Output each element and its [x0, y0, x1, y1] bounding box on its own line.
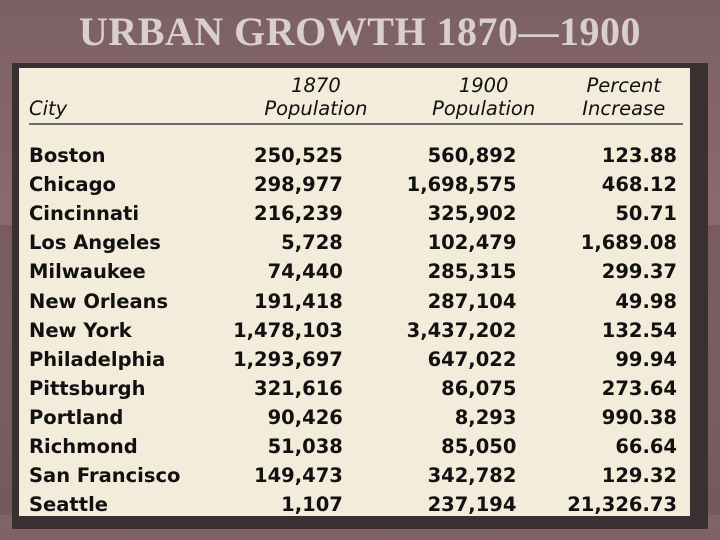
- percent-increase-cell: 299.37: [601, 260, 677, 284]
- population-1900-cell: 285,315: [427, 260, 517, 284]
- population-1900-cell: 102,479: [427, 231, 517, 255]
- population-1900-cell: 3,437,202: [406, 318, 517, 342]
- city-cell: Milwaukee: [29, 260, 146, 284]
- header-1870-population: 1870 Population: [229, 74, 403, 125]
- population-1870-cell: 5,728: [281, 231, 343, 255]
- slide-title: URBAN GROWTH 1870—1900: [78, 9, 642, 54]
- population-1870-cell: 191,418: [254, 289, 343, 313]
- table-card: City 1870 Population 1900 Population Per…: [19, 68, 690, 516]
- city-cell: Boston: [29, 144, 106, 168]
- percent-increase-cell: 1,689.08: [580, 231, 677, 255]
- percent-increase-cell: 132.54: [601, 318, 677, 342]
- header-percent-line1: Percent: [586, 74, 661, 97]
- population-1870-cell: 51,038: [267, 434, 343, 458]
- population-1870-cell: 1,478,103: [233, 318, 343, 342]
- city-cell: Cincinnati: [29, 202, 140, 226]
- header-1900-line1: 1900: [458, 74, 509, 97]
- population-1900-cell: 647,022: [427, 347, 517, 371]
- population-1870-cell: 1,293,697: [233, 347, 343, 371]
- population-1900-cell: 86,075: [441, 376, 517, 400]
- population-1870-cell: 216,239: [254, 202, 343, 226]
- city-cell: Portland: [29, 405, 124, 429]
- percent-increase-cell: 66.64: [615, 434, 677, 458]
- table-row: Boston 250,525 560,892 123.88: [29, 124, 683, 170]
- header-city-label: City: [29, 97, 68, 120]
- city-cell: Seattle: [29, 493, 108, 517]
- percent-increase-cell: 49.98: [615, 289, 677, 313]
- population-1900-cell: 1,698,575: [406, 173, 517, 197]
- population-1900-cell: 85,050: [441, 434, 517, 458]
- population-1900-cell: 8,293: [454, 405, 517, 429]
- percent-increase-cell: 990.38: [601, 405, 677, 429]
- table-row: Milwaukee 74,440 285,315 299.37: [29, 257, 683, 286]
- city-cell: Pittsburgh: [29, 376, 146, 400]
- header-1870-line2: Population: [264, 97, 368, 120]
- population-1870-cell: 1,107: [281, 493, 343, 517]
- table-row: Philadelphia 1,293,697 647,022 99.94: [29, 345, 683, 374]
- population-1900-cell: 342,782: [427, 464, 517, 488]
- table-row: Portland 90,426 8,293 990.38: [29, 403, 683, 432]
- header-city: City: [29, 74, 229, 125]
- city-cell: San Francisco: [29, 464, 181, 488]
- table-row: Pittsburgh 321,616 86,075 273.64: [29, 374, 683, 403]
- population-1870-cell: 74,440: [267, 260, 343, 284]
- urban-growth-table: City 1870 Population 1900 Population Per…: [29, 74, 683, 519]
- table-row: Chicago 298,977 1,698,575 468.12: [29, 170, 683, 199]
- city-cell: Chicago: [29, 173, 116, 197]
- city-cell: New Orleans: [29, 289, 169, 313]
- percent-increase-cell: 123.88: [601, 144, 677, 168]
- table-row: New Orleans 191,418 287,104 49.98: [29, 286, 683, 315]
- percent-increase-cell: 21,326.73: [567, 493, 677, 517]
- header-1900-line2: Population: [432, 97, 536, 120]
- percent-increase-cell: 99.94: [615, 347, 677, 371]
- table-row: Cincinnati 216,239 325,902 50.71: [29, 199, 683, 228]
- percent-increase-cell: 468.12: [601, 173, 677, 197]
- city-cell: New York: [29, 318, 132, 342]
- city-cell: Richmond: [29, 434, 138, 458]
- population-1900-cell: 325,902: [427, 202, 517, 226]
- table-row: Seattle 1,107 237,194 21,326.73: [29, 490, 683, 519]
- population-1870-cell: 149,473: [254, 464, 343, 488]
- population-1870-cell: 321,616: [254, 376, 343, 400]
- population-1900-cell: 560,892: [427, 144, 517, 168]
- table-row: Richmond 51,038 85,050 66.64: [29, 432, 683, 461]
- table-row: Los Angeles 5,728 102,479 1,689.08: [29, 228, 683, 257]
- city-cell: Los Angeles: [29, 231, 161, 255]
- population-1870-cell: 90,426: [267, 405, 343, 429]
- table-row: New York 1,478,103 3,437,202 132.54: [29, 316, 683, 345]
- percent-increase-cell: 273.64: [601, 376, 677, 400]
- population-1870-cell: 298,977: [254, 173, 343, 197]
- table-header-row: City 1870 Population 1900 Population Per…: [29, 74, 683, 125]
- header-percent-line2: Increase: [582, 97, 666, 120]
- population-1870-cell: 250,525: [254, 144, 343, 168]
- table-body: Boston 250,525 560,892 123.88 Chicago 298,977…: [29, 124, 683, 519]
- percent-increase-cell: 50.71: [615, 202, 677, 226]
- population-1900-cell: 237,194: [427, 493, 517, 517]
- percent-increase-cell: 129.32: [601, 464, 677, 488]
- header-percent-increase: Percent Increase: [564, 74, 683, 125]
- table-row: San Francisco 149,473 342,782 129.32: [29, 461, 683, 490]
- header-1900-population: 1900 Population: [402, 74, 565, 125]
- header-1870-line1: 1870: [291, 74, 341, 97]
- city-cell: Philadelphia: [29, 347, 166, 371]
- population-1900-cell: 287,104: [427, 289, 517, 313]
